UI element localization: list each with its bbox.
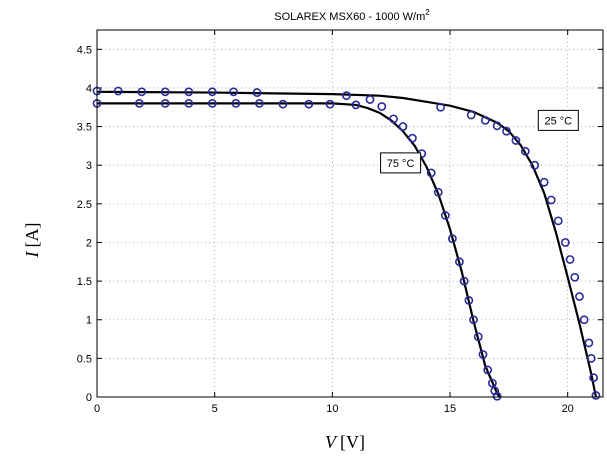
x-tick-label: 15 <box>444 403 456 415</box>
measured-point <box>377 102 387 111</box>
chart-title: SOLAREX MSX60 - 1000 W/m2 <box>274 8 430 23</box>
measured-point <box>511 136 521 145</box>
measured-point <box>464 296 474 305</box>
y-tick-label: 1.5 <box>77 276 92 288</box>
measured-point <box>304 99 314 109</box>
measured-point <box>502 126 511 136</box>
measured-point <box>440 211 450 220</box>
measured-point <box>466 110 476 120</box>
y-tick-label: 0 <box>86 392 92 404</box>
model-curve-line <box>97 102 501 398</box>
measured-point <box>492 391 502 401</box>
y-tick-label: 1 <box>86 315 92 327</box>
model-curves <box>96 90 598 398</box>
plot-background <box>97 30 603 397</box>
y-tick-label: 3.5 <box>77 122 92 134</box>
model-curve-line <box>96 90 598 398</box>
measured-point <box>160 87 170 97</box>
plot-area <box>97 30 603 397</box>
measured-point <box>589 373 598 383</box>
measured-point <box>483 365 493 375</box>
measured-point <box>113 86 123 96</box>
plot-border <box>96 29 604 398</box>
measured-point <box>325 99 335 109</box>
y-tick-label: 4 <box>86 83 92 95</box>
annotation-border <box>537 109 579 131</box>
measured-point <box>229 87 238 97</box>
annotation-box: 75 °C <box>380 152 422 174</box>
measured-point <box>160 99 170 108</box>
y-axis-label: I[A] <box>22 223 42 259</box>
annotation-box: 25 °C <box>537 109 579 131</box>
measured-point <box>473 332 483 342</box>
measured-point <box>539 177 549 187</box>
measured-point <box>254 99 264 108</box>
measured-point <box>351 100 361 110</box>
measured-point <box>591 391 601 400</box>
measured-point <box>433 187 443 197</box>
measured-point <box>426 168 436 178</box>
temperature-annotations: 25 °C 75 °C <box>96 29 604 398</box>
measured-point <box>565 255 575 264</box>
measured-point <box>184 99 194 108</box>
measured-point <box>487 378 497 388</box>
measured-point <box>579 315 589 325</box>
x-tick-label: 10 <box>326 403 338 415</box>
measured-point <box>407 133 417 143</box>
x-tick-label: 0 <box>94 403 100 415</box>
measured-point <box>469 315 478 325</box>
measured-point <box>365 95 375 104</box>
measured-point <box>530 160 540 170</box>
annotation-border <box>380 152 422 174</box>
measured-point <box>389 114 398 124</box>
annotation-label: 25 °C <box>544 115 572 127</box>
measured-point <box>520 146 530 156</box>
x-tick-label: 20 <box>562 403 574 415</box>
measured-point <box>553 216 563 226</box>
measured-point <box>459 276 469 286</box>
measured-point <box>480 116 490 125</box>
y-tick-label: 2 <box>86 237 92 249</box>
measured-point <box>560 238 570 247</box>
measured-point <box>207 87 217 97</box>
y-tick-label: 2.5 <box>77 199 92 211</box>
measured-point <box>492 121 502 131</box>
measured-point <box>134 99 144 108</box>
grid-lines <box>97 30 603 397</box>
measured-point <box>252 88 262 97</box>
measured-point <box>231 99 241 108</box>
measured-point <box>570 272 580 282</box>
measured-point <box>584 338 594 348</box>
measured-point <box>447 234 457 244</box>
x-tick-label: 5 <box>212 403 218 415</box>
measured-point <box>207 99 217 108</box>
measured-point <box>398 122 408 131</box>
y-tick-label: 0.5 <box>77 353 92 365</box>
measured-point <box>478 350 488 359</box>
annotation-label: 75 °C <box>387 158 415 170</box>
y-tick-label: 4.5 <box>77 44 92 56</box>
measured-point <box>436 102 446 112</box>
measured-point <box>586 353 596 363</box>
measured-point <box>455 257 464 267</box>
measured-point <box>575 292 584 301</box>
measured-point <box>342 91 351 101</box>
measured-point <box>546 195 556 205</box>
y-tick-label: 3 <box>86 160 92 172</box>
x-axis-label: V [V] <box>325 432 365 452</box>
measured-point <box>137 87 147 97</box>
measured-point <box>278 99 288 109</box>
measured-point <box>184 87 194 97</box>
